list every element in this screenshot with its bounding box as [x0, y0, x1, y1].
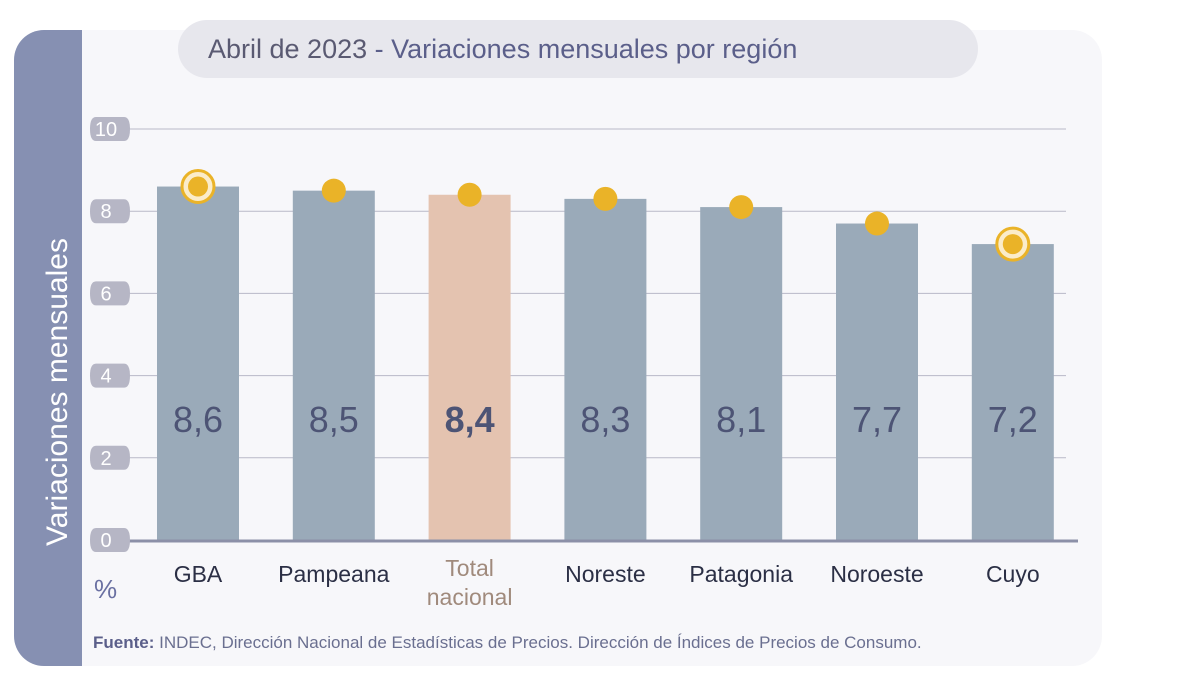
unit-label: % [94, 574, 118, 604]
x-tick-label: Cuyo [986, 561, 1040, 587]
y-tick-bubble [90, 199, 130, 224]
title-date: Abril de 2023 [208, 34, 368, 64]
y-tick-bubble [90, 117, 130, 141]
bar [971, 244, 1054, 540]
source-label: Fuente: [93, 633, 155, 652]
title-main: Variaciones mensuales por región [391, 34, 798, 64]
x-tick-label-line: Pampeana [278, 561, 389, 587]
title-separator: - [367, 34, 392, 64]
x-tick-label-line: Total [445, 555, 494, 581]
x-tick-label: Noreste [565, 561, 646, 587]
bar-value-label: 8,1 [716, 399, 766, 440]
bar [157, 186, 239, 541]
y-tick-bubble [90, 281, 130, 306]
x-tick-label-line: Noreste [565, 561, 646, 587]
data-point-marker [321, 178, 346, 203]
x-tick-label: GBA [174, 561, 223, 587]
data-point-marker [729, 195, 754, 220]
x-tick-label-line: Patagonia [689, 561, 793, 587]
data-point-marker [865, 211, 889, 236]
bar [292, 190, 375, 540]
bar-value-label: 8,5 [309, 399, 359, 440]
x-tick-label: Total nacional [427, 555, 513, 610]
x-tick-label-line: GBA [174, 561, 223, 587]
data-point-marker [593, 186, 618, 211]
bar [700, 207, 783, 540]
bar-value-label: 8,4 [445, 399, 495, 440]
bar-value-label: 8,3 [580, 399, 630, 440]
chart-title: Abril de 2023 - Variaciones mensuales po… [178, 20, 978, 78]
data-point-marker [1002, 234, 1023, 255]
x-tick-label: Noroeste [830, 561, 923, 587]
data-point-marker [457, 182, 482, 207]
x-tick-label: Patagonia [689, 561, 793, 587]
y-tick-label: 4 [100, 366, 111, 388]
bar [428, 194, 511, 540]
x-tick-label-line: Noroeste [830, 561, 923, 587]
source-note: Fuente: INDEC, Dirección Nacional de Est… [93, 633, 922, 653]
y-tick-label: 10 [95, 119, 117, 141]
bar-value-label: 7,2 [988, 399, 1038, 440]
bar [836, 223, 918, 540]
side-band [14, 30, 82, 666]
source-text: INDEC, Dirección Nacional de Estadística… [154, 633, 922, 652]
x-tick-label-line: nacional [427, 584, 513, 610]
y-tick-bubble [90, 528, 130, 552]
y-tick-label: 6 [100, 283, 111, 305]
x-tick-label: Pampeana [278, 561, 389, 587]
y-tick-label: 0 [100, 530, 111, 552]
y-tick-label: 2 [100, 448, 111, 470]
bar-value-label: 7,7 [852, 399, 902, 440]
bar [564, 198, 647, 540]
x-tick-label-line: Cuyo [986, 561, 1040, 587]
y-tick-label: 8 [100, 201, 111, 223]
y-tick-bubble [90, 363, 130, 388]
bar-value-label: 8,6 [173, 399, 223, 440]
y-tick-bubble [90, 445, 130, 470]
data-point-marker [188, 176, 208, 197]
